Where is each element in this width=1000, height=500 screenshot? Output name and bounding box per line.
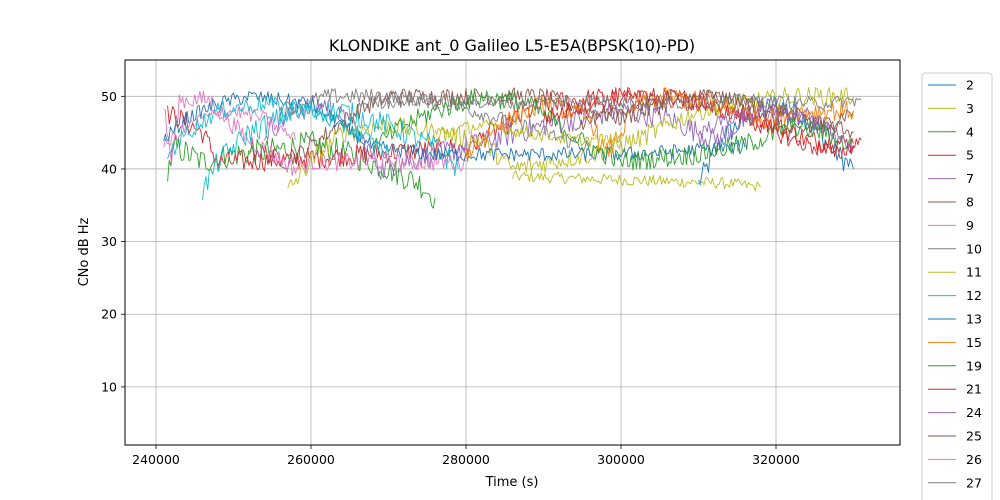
- x-tick-label: 260000: [287, 452, 335, 467]
- legend-label-2: 2: [966, 78, 974, 93]
- legend-label-10: 10: [966, 241, 982, 256]
- x-tick-label: 240000: [132, 452, 180, 467]
- series-line-30: [434, 119, 622, 147]
- legend-label-3: 3: [966, 101, 974, 116]
- legend-label-24: 24: [966, 405, 982, 420]
- legend-label-21: 21: [966, 382, 982, 397]
- legend-label-5: 5: [966, 148, 974, 163]
- series-line-3: [512, 170, 761, 192]
- y-tick-label: 30: [101, 234, 117, 249]
- legend-label-13: 13: [966, 312, 982, 327]
- legend-label-25: 25: [966, 429, 982, 444]
- series-line-21: [543, 89, 862, 160]
- legend-label-7: 7: [966, 171, 974, 186]
- series-line-27: [357, 93, 862, 111]
- legend-label-27: 27: [966, 475, 982, 490]
- x-axis-label: Time (s): [485, 475, 539, 490]
- y-tick-label: 40: [101, 161, 117, 176]
- x-tick-label: 300000: [597, 452, 645, 467]
- series-line-11: [287, 87, 854, 189]
- x-tick-label: 320000: [752, 452, 800, 467]
- y-tick-label: 10: [101, 379, 117, 394]
- legend-label-19: 19: [966, 358, 982, 373]
- legend-label-4: 4: [966, 124, 974, 139]
- legend: 2 3 4 5 7 8 9 10 11 12 13 15 19 21 24 25 26 27: [921, 72, 993, 500]
- legend-label-15: 15: [966, 335, 982, 350]
- axis-ticks: 240000 260000 280000 300000 320000 10 20 30 40 50: [101, 89, 800, 467]
- series-line-31: [167, 95, 389, 160]
- y-axis-label: CNo dB Hz: [77, 217, 92, 286]
- series-line-25: [574, 88, 854, 139]
- series-line-24: [698, 105, 854, 154]
- series-line-9: [163, 90, 467, 177]
- y-tick-label: 20: [101, 307, 117, 322]
- series-line-19: [372, 89, 854, 171]
- plot-area: [163, 87, 862, 209]
- series-line-15: [465, 87, 854, 163]
- chart-title: KLONDIKE ant_0 Galileo L5-E5A(BPSK(10)-P…: [329, 36, 695, 56]
- legend-label-8: 8: [966, 195, 974, 210]
- legend-label-11: 11: [966, 265, 982, 280]
- series-line-26: [163, 106, 296, 148]
- legend-label-12: 12: [966, 288, 982, 303]
- series-line-13: [163, 91, 746, 162]
- x-tick-label: 280000: [442, 452, 490, 467]
- legend-label-9: 9: [966, 218, 974, 233]
- y-tick-label: 50: [101, 89, 117, 104]
- legend-frame: [921, 72, 993, 500]
- series-line-4: [167, 130, 436, 209]
- legend-label-26: 26: [966, 452, 982, 467]
- plot-frame: [124, 59, 901, 446]
